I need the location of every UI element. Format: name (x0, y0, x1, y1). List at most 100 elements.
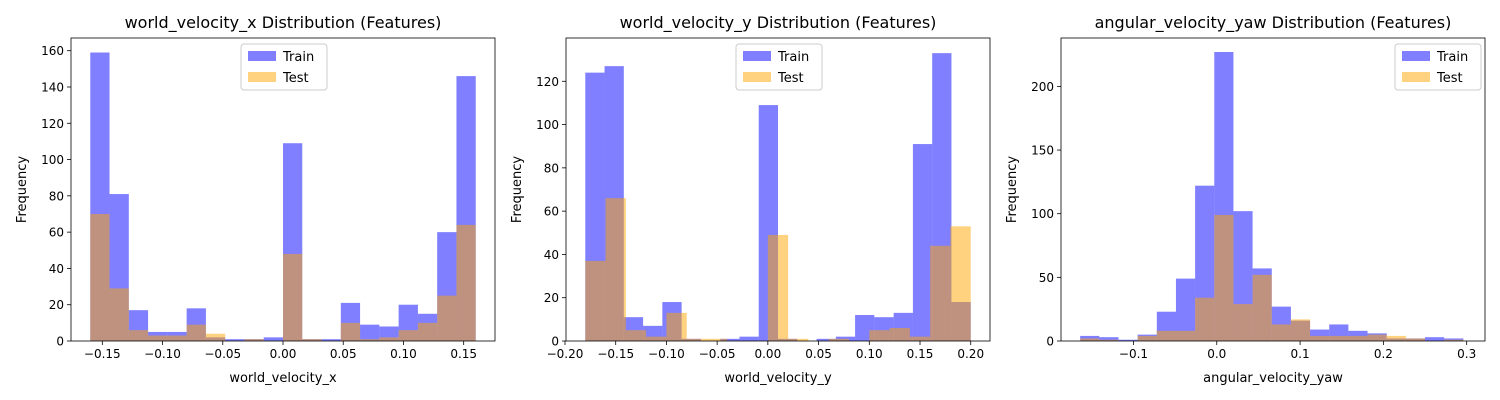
histogram-bar (909, 336, 931, 341)
x-tick-label: −0.20 (547, 347, 584, 361)
histogram-bar (1252, 274, 1272, 341)
histogram-bar (1175, 330, 1196, 341)
histogram-bar (148, 335, 168, 341)
histogram-bar (912, 144, 933, 341)
subplot-1: −0.15 −0.10 −0.05 0.00 0.05 0.10 0.15 0 20 40 60 80… (15, 13, 496, 386)
histogram-bar (1444, 338, 1464, 341)
x-tick-label: 0.1 (1291, 347, 1310, 361)
y-tick-label: 0 (551, 335, 559, 349)
histogram-bar (1310, 335, 1330, 341)
x-tick-label: 0.15 (907, 347, 934, 361)
y-tick-label: 120 (536, 75, 559, 89)
histogram-bar (1080, 338, 1100, 341)
histogram-bar (585, 260, 606, 341)
histogram-bar (244, 339, 264, 341)
x-tick-label: −0.1 (1119, 347, 1148, 361)
histogram-bar (1099, 339, 1119, 341)
histogram-bar (828, 338, 850, 341)
histogram-bar (835, 336, 856, 341)
series-test (90, 213, 476, 341)
histogram-bar (666, 312, 687, 341)
y-tick-label: 120 (41, 117, 64, 131)
legend-label: Train (777, 50, 809, 65)
histogram-bar (340, 322, 361, 341)
histogram-bar (225, 339, 245, 341)
y-tick-label: 100 (536, 118, 559, 132)
subplot-2: −0.20 −0.15 −0.10 −0.05 0.00 0.05 0.10 0.15 0.20… (510, 13, 991, 386)
x-tick-label: −0.15 (597, 347, 634, 361)
legend-label: Test (282, 71, 309, 86)
x-tick-label: −0.05 (699, 347, 736, 361)
x-tick-label: 0.0 (1207, 347, 1226, 361)
histogram-bar (167, 335, 187, 341)
histogram-bar (1290, 319, 1311, 341)
y-tick-label: 160 (41, 44, 64, 58)
x-axis-label: world_velocity_y (724, 371, 832, 386)
histogram-bar (605, 198, 626, 341)
series-test (585, 198, 971, 341)
y-axis-label: Frequency (15, 156, 30, 223)
histogram-bar (1214, 214, 1234, 341)
x-tick-label: 0.15 (450, 347, 477, 361)
histogram-bar (1425, 337, 1445, 341)
histogram-bar (90, 213, 110, 341)
x-tick-label: 0.05 (330, 347, 357, 361)
y-tick-label: 0 (1046, 335, 1054, 349)
axes-frame (1060, 37, 1486, 342)
legend-swatch (248, 72, 276, 82)
histogram-bar (1329, 335, 1349, 341)
x-axis-label: world_velocity_x (229, 371, 337, 386)
legend-swatch (1402, 72, 1430, 82)
y-tick-label: 100 (1031, 207, 1054, 221)
y-tick-label: 80 (49, 189, 64, 203)
chart-title: angular_velocity_yaw Distribution (Featu… (1095, 13, 1452, 33)
histogram-bar (263, 337, 283, 341)
y-tick-label: 0 (56, 335, 64, 349)
y-tick-label: 100 (41, 153, 64, 167)
histogram-bar (767, 234, 789, 341)
y-tick-label: 150 (1031, 144, 1054, 158)
histogram-bar (283, 253, 303, 341)
histogram-bar (889, 328, 910, 341)
histogram-bar (1310, 329, 1330, 341)
series-test (1080, 214, 1464, 341)
x-tick-label: −0.05 (204, 347, 241, 361)
x-tick-label: 0.20 (957, 347, 984, 361)
y-tick-label: 60 (544, 205, 559, 219)
series-train (90, 52, 476, 341)
histogram-bar (686, 338, 707, 341)
y-tick-label: 40 (49, 262, 64, 276)
histogram-bar (1195, 297, 1215, 341)
histogram-bar (360, 324, 380, 341)
chart-title: world_velocity_x Distribution (Features) (125, 13, 442, 33)
y-tick-label: 20 (49, 298, 64, 312)
histogram-bar (456, 224, 476, 341)
y-axis-label: Frequency (1005, 156, 1020, 223)
histogram-bar (321, 339, 341, 341)
y-tick-label: 50 (1039, 271, 1054, 285)
x-tick-label: 0.3 (1457, 347, 1476, 361)
legend-swatch (743, 72, 771, 82)
legend-label: Train (282, 50, 314, 65)
histogram-bar (360, 339, 380, 341)
histogram-bar (950, 226, 971, 341)
histogram-bar (437, 295, 457, 341)
histogram-bar (1233, 304, 1253, 341)
histogram-bar (1271, 324, 1291, 341)
legend: Train Test (735, 43, 823, 91)
histogram-bar (302, 339, 322, 341)
histogram-bar (1156, 330, 1176, 341)
histogram-bar (398, 330, 418, 341)
histogram-bar (816, 338, 836, 341)
x-axis-label: angular_velocity_yaw (1203, 371, 1343, 386)
histogram-bar (930, 245, 951, 341)
legend-label: Train (1436, 50, 1468, 65)
histogram-bar (1175, 278, 1196, 341)
x-tick-label: 0.10 (390, 347, 417, 361)
x-tick-label: 0.2 (1374, 347, 1393, 361)
histogram-bar (646, 336, 667, 341)
x-tick-label: 0.00 (270, 347, 297, 361)
x-tick-label: −0.10 (648, 347, 685, 361)
legend-label: Test (777, 71, 804, 86)
